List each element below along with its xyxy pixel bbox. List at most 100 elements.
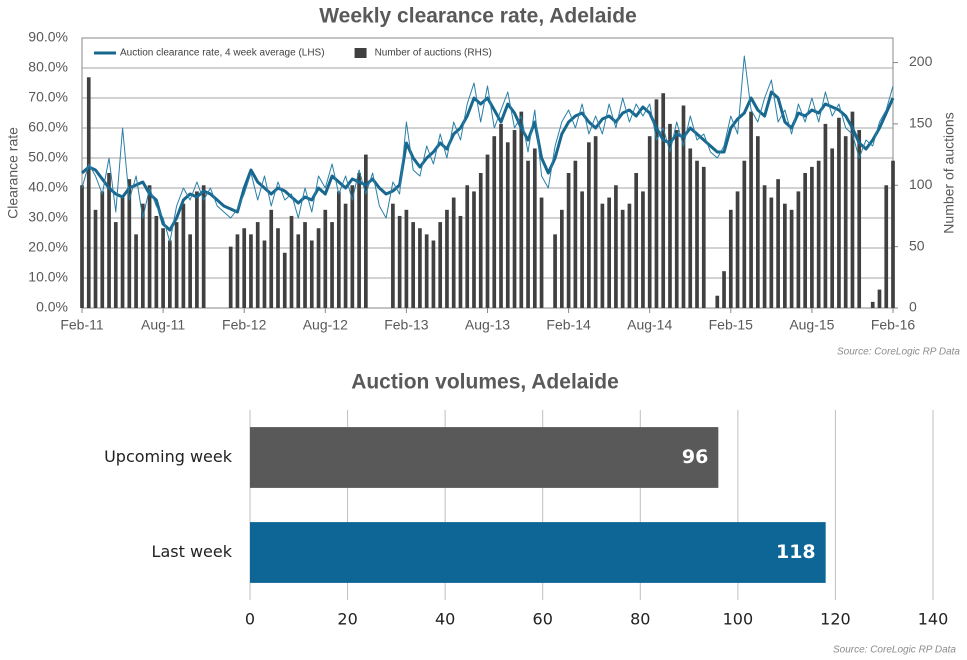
x-tick-label: 60 [533, 610, 553, 629]
bar [539, 197, 544, 308]
x-tick-label: Feb-14 [546, 317, 591, 333]
bar [837, 117, 841, 308]
bar [107, 173, 111, 308]
bar [147, 185, 152, 308]
bar [154, 215, 159, 308]
bar [580, 191, 584, 308]
bar [478, 173, 483, 308]
bar [451, 197, 456, 308]
x-tick-label: 140 [918, 610, 949, 629]
bar [431, 240, 436, 308]
y-tick-label: 30.0% [28, 209, 68, 225]
bar [850, 111, 855, 309]
y-tick-label: 80.0% [28, 59, 68, 75]
bar [722, 271, 726, 308]
bar [303, 222, 307, 308]
bar [891, 160, 895, 308]
bar [424, 234, 429, 308]
bar [404, 209, 409, 308]
y-tick-label: 90.0% [28, 29, 68, 45]
x-tick-label: Aug-11 [141, 317, 185, 333]
bar [323, 209, 328, 308]
value-label: 96 [682, 446, 708, 468]
x-tick-label: Feb-16 [871, 317, 916, 333]
y-tick-label: 50.0% [28, 149, 68, 165]
bar [505, 142, 510, 308]
x-tick-label: 80 [630, 610, 650, 629]
y-tick-label: Upcoming week [104, 447, 233, 466]
chart-title: Auction volumes, Adelaide [351, 371, 619, 394]
y-axis-label: Clearance rate [5, 127, 21, 219]
bar [391, 203, 395, 308]
bar [695, 160, 699, 308]
legend-label: Number of auctions (RHS) [375, 48, 492, 59]
bar [681, 105, 686, 308]
bar [269, 209, 274, 308]
bar [343, 203, 348, 308]
bar [100, 191, 105, 308]
bar [472, 191, 476, 308]
y2-tick-label: 200 [909, 53, 933, 69]
x-tick-label: Feb-13 [384, 317, 429, 333]
bar [701, 166, 706, 308]
bar [553, 234, 557, 308]
y2-tick-label: 50 [909, 237, 925, 253]
bar [309, 240, 314, 308]
y-tick-label: Last week [152, 542, 233, 561]
bar [587, 142, 591, 308]
bar [411, 222, 416, 308]
bar [877, 289, 882, 308]
bar [661, 93, 666, 309]
bar [120, 197, 125, 308]
bar [276, 228, 280, 308]
bar [607, 197, 611, 308]
bar [242, 228, 247, 308]
bar [438, 222, 443, 308]
bar [593, 136, 598, 308]
bar [823, 123, 828, 308]
bar [755, 136, 760, 308]
x-tick-label: Aug-12 [303, 317, 348, 333]
x-tick-label: Feb-15 [709, 317, 754, 333]
bar [654, 99, 659, 308]
bar [627, 203, 632, 308]
x-tick-label: 0 [245, 610, 255, 629]
y2-tick-label: 150 [909, 115, 933, 131]
bar [86, 77, 91, 308]
x-tick-label: Aug-15 [789, 317, 834, 333]
bar [492, 136, 497, 308]
value-label: 118 [776, 541, 816, 563]
bar [789, 209, 794, 308]
bar [620, 209, 625, 308]
bar [674, 130, 679, 308]
bar [884, 185, 889, 308]
x-tick-label: Aug-13 [465, 317, 510, 333]
bar [762, 185, 767, 308]
bar [728, 209, 733, 308]
bar [250, 427, 719, 488]
bar [201, 185, 206, 308]
bar [634, 173, 639, 308]
bar [715, 295, 720, 308]
bar [816, 160, 821, 308]
bar [742, 160, 747, 308]
chart-title: Weekly clearance rate, Adelaide [319, 5, 637, 28]
y2-tick-label: 100 [909, 176, 933, 192]
x-tick-label: 100 [723, 610, 754, 629]
bar [228, 246, 233, 308]
bar [195, 191, 199, 308]
x-tick-label: Feb-12 [222, 317, 267, 333]
bar [776, 179, 780, 308]
source: Source: CoreLogic RP Data [833, 645, 956, 656]
bar [161, 228, 165, 308]
bar [559, 209, 564, 308]
bar [397, 215, 402, 308]
bar [336, 191, 341, 308]
bar [769, 197, 774, 308]
bar [573, 160, 578, 308]
bar [127, 179, 132, 308]
bar [418, 228, 422, 308]
bar [235, 234, 240, 308]
bar [668, 123, 672, 308]
